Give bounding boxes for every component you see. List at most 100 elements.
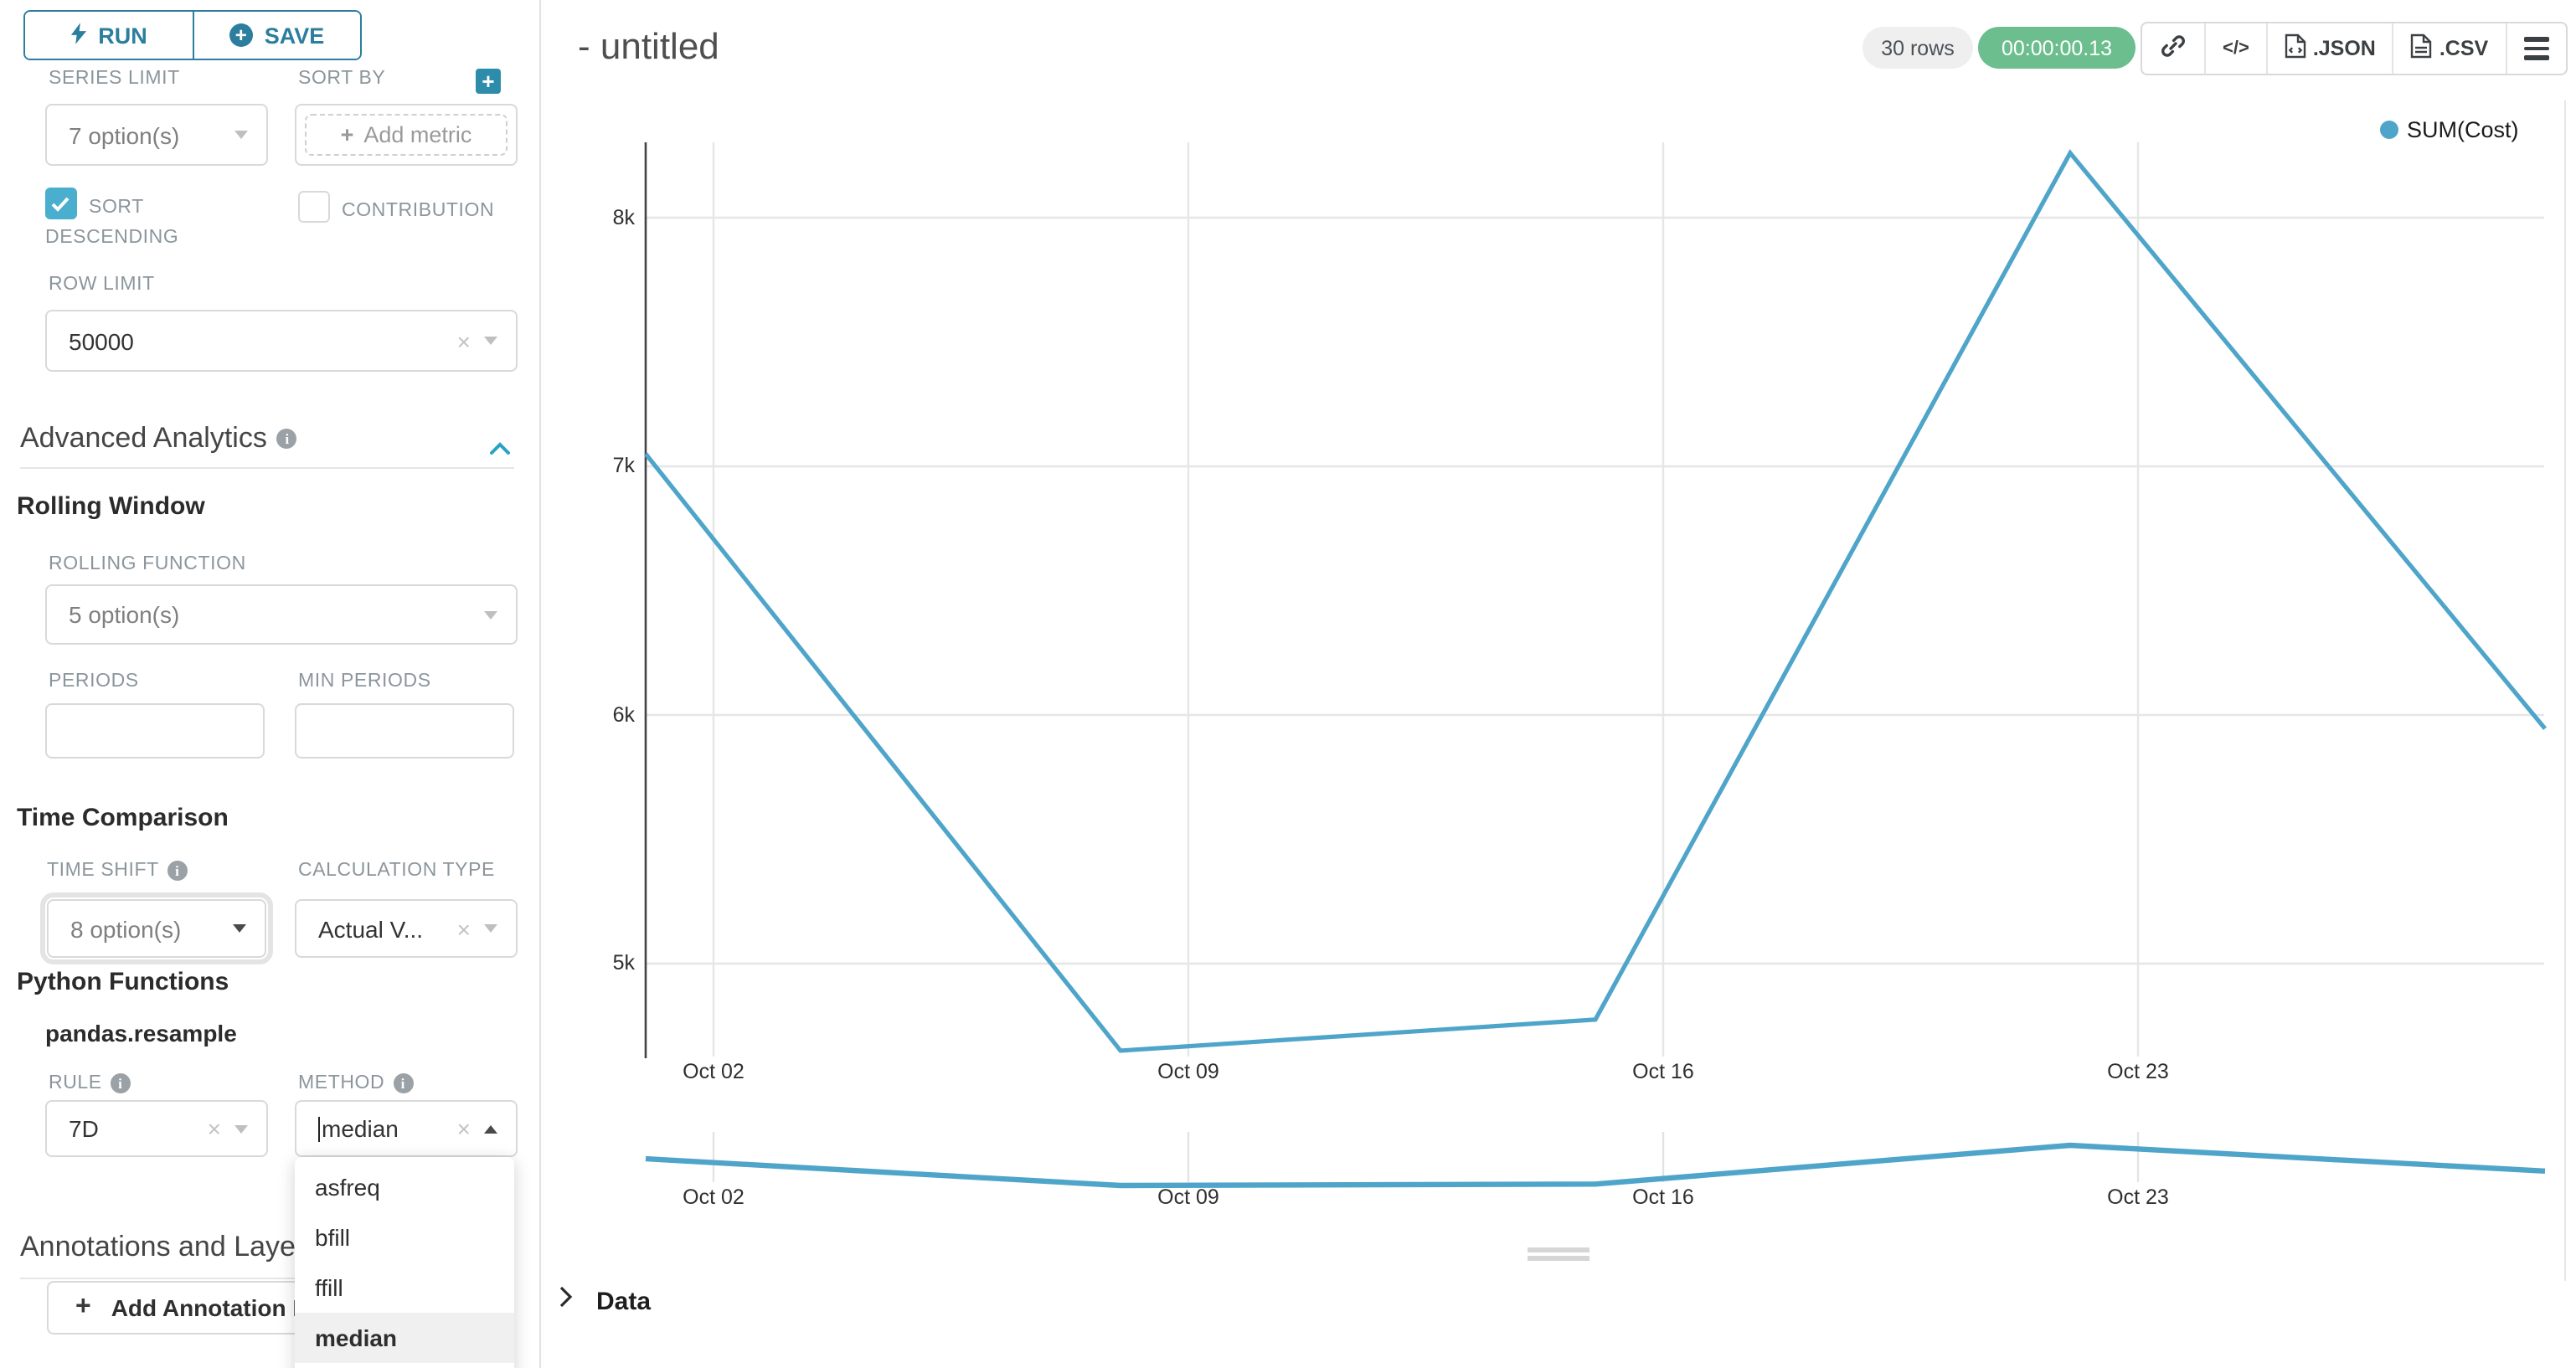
- save-button-label: SAVE: [264, 23, 325, 48]
- method-option-median[interactable]: median: [295, 1313, 514, 1363]
- min-periods-input[interactable]: [295, 703, 514, 759]
- annotations-section-header[interactable]: Annotations and Layers: [20, 1231, 320, 1263]
- run-button-label: RUN: [98, 23, 147, 48]
- clear-icon[interactable]: ×: [456, 915, 471, 942]
- chevron-down-icon: [484, 610, 497, 619]
- rolling-window-subheader: Rolling Window: [17, 492, 205, 521]
- add-sort-metric-plus-button[interactable]: +: [476, 69, 501, 94]
- text-cursor: [318, 1117, 320, 1142]
- mini-x-axis-tick-label: Oct 09: [1157, 1185, 1219, 1208]
- mini-x-axis-tick-label: Oct 02: [683, 1185, 744, 1208]
- x-axis-tick-label: Oct 16: [1632, 1059, 1694, 1083]
- info-icon[interactable]: i: [393, 1073, 414, 1093]
- clear-icon[interactable]: ×: [456, 327, 471, 354]
- y-axis-tick-label: 6k: [612, 702, 635, 726]
- export-toolbar: </> .JSON .CSV: [2141, 22, 2568, 75]
- min-periods-label: MIN PERIODS: [298, 671, 431, 692]
- hamburger-menu-icon: [2523, 37, 2549, 60]
- sort-descending-label: SORT DESCENDING: [45, 198, 179, 248]
- plus-circle-icon: +: [229, 23, 253, 47]
- chart-legend[interactable]: SUM(Cost): [2380, 117, 2519, 142]
- rule-select[interactable]: 7D ×: [45, 1100, 268, 1157]
- x-axis-tick-label: Oct 23: [2107, 1059, 2169, 1083]
- sort-descending-checkbox[interactable]: [45, 188, 77, 219]
- time-shift-label: TIME SHIFT i: [47, 861, 188, 881]
- time-comparison-subheader: Time Comparison: [17, 804, 229, 832]
- divider: [20, 1278, 514, 1279]
- row-limit-label: ROW LIMIT: [49, 275, 155, 295]
- method-label: METHOD i: [298, 1073, 414, 1093]
- periods-input[interactable]: [45, 703, 265, 759]
- info-icon[interactable]: i: [167, 861, 188, 881]
- chevron-right-icon: [559, 1286, 573, 1316]
- add-metric-placeholder[interactable]: + Add metric: [305, 114, 507, 156]
- method-option-ffill[interactable]: ffill: [315, 1274, 343, 1301]
- export-csv-button[interactable]: .CSV: [2392, 23, 2505, 74]
- method-option-asfreq[interactable]: asfreq: [315, 1174, 380, 1201]
- row-count-badge: 30 rows: [1862, 27, 1973, 69]
- clear-icon[interactable]: ×: [207, 1115, 221, 1142]
- periods-label: PERIODS: [49, 671, 139, 692]
- run-button[interactable]: RUN: [25, 12, 192, 59]
- x-axis-tick-label: Oct 02: [683, 1059, 744, 1083]
- advanced-analytics-section-header[interactable]: Advanced Analytics i: [20, 422, 297, 455]
- contribution-row: CONTRIBUTION: [298, 191, 524, 228]
- contribution-checkbox[interactable]: [298, 191, 330, 223]
- collapse-chevron-up-icon[interactable]: [489, 434, 511, 464]
- chart-panel: [541, 0, 2576, 1368]
- rolling-function-select[interactable]: 5 option(s): [45, 584, 518, 645]
- series-limit-label: SERIES LIMIT: [49, 69, 180, 89]
- time-shift-select[interactable]: 8 option(s): [40, 892, 273, 964]
- rule-label: RULE i: [49, 1073, 131, 1093]
- x-axis-tick-label: Oct 09: [1157, 1059, 1219, 1083]
- y-axis-tick-label: 7k: [612, 454, 635, 477]
- chart-resize-handle[interactable]: [1528, 1247, 1589, 1252]
- mini-x-axis-tick-label: Oct 16: [1632, 1185, 1694, 1208]
- data-panel-toggle[interactable]: Data: [559, 1286, 651, 1316]
- chevron-down-icon: [484, 924, 497, 933]
- calculation-type-label: CALCULATION TYPE: [298, 861, 495, 881]
- query-timer-badge: 00:00:00.13: [1978, 27, 2136, 69]
- sort-by-add-metric-dropzone[interactable]: + Add metric: [295, 104, 518, 166]
- divider: [20, 467, 514, 469]
- embed-code-button[interactable]: </>: [2204, 23, 2266, 74]
- chevron-up-icon: [484, 1124, 497, 1133]
- plus-icon: +: [75, 1293, 91, 1321]
- plus-icon: +: [340, 122, 354, 147]
- info-icon[interactable]: i: [110, 1073, 131, 1093]
- file-code-icon: [2285, 33, 2306, 64]
- save-button[interactable]: + SAVE: [192, 12, 360, 59]
- data-panel-label: Data: [596, 1287, 652, 1315]
- method-option-bfill[interactable]: bfill: [315, 1224, 351, 1251]
- python-functions-subheader: Python Functions: [17, 968, 229, 996]
- chevron-down-icon: [233, 924, 246, 933]
- chevron-down-icon: [484, 337, 497, 345]
- rolling-function-label: ROLLING FUNCTION: [49, 554, 246, 574]
- clear-icon[interactable]: ×: [456, 1115, 471, 1142]
- file-text-icon: [2411, 33, 2433, 64]
- chart-title[interactable]: - untitled: [578, 25, 719, 67]
- chart-resize-handle[interactable]: [1528, 1256, 1589, 1260]
- run-save-button-group: RUN + SAVE: [23, 10, 362, 60]
- contribution-label: CONTRIBUTION: [342, 201, 495, 221]
- row-limit-select[interactable]: 50000 ×: [45, 310, 518, 372]
- pandas-resample-subheader: pandas.resample: [45, 1020, 237, 1047]
- calculation-type-select[interactable]: Actual V... ×: [295, 899, 518, 958]
- copy-link-button[interactable]: [2142, 23, 2204, 74]
- legend-series-label: SUM(Cost): [2407, 117, 2519, 142]
- controls-sidebar: RUN + SAVE SERIES LIMIT SORT BY + 7 opti…: [0, 0, 541, 1368]
- more-menu-button[interactable]: [2505, 23, 2565, 74]
- info-icon[interactable]: i: [276, 429, 297, 449]
- scrollbar-track[interactable]: [2564, 100, 2566, 1281]
- series-limit-select[interactable]: 7 option(s): [45, 104, 268, 166]
- sort-by-label: SORT BY: [298, 69, 386, 89]
- link-icon: [2159, 32, 2187, 65]
- chevron-down-icon: [234, 131, 248, 139]
- legend-series-dot-icon: [2380, 121, 2398, 139]
- sort-descending-row: SORT DESCENDING: [45, 188, 250, 254]
- method-select[interactable]: median ×: [295, 1100, 518, 1157]
- lightning-bolt-icon: [70, 21, 86, 49]
- chevron-down-icon: [234, 1124, 248, 1133]
- export-json-button[interactable]: .JSON: [2265, 23, 2393, 74]
